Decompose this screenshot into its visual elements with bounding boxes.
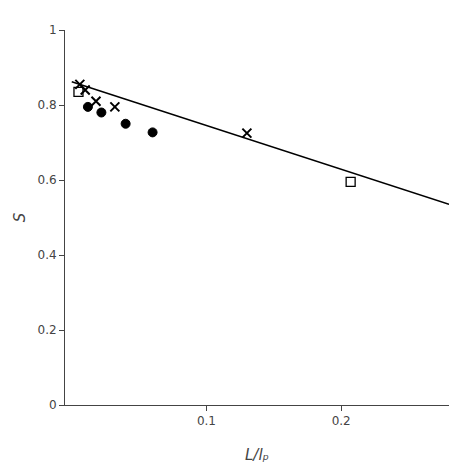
svg-text:0.4: 0.4: [38, 248, 57, 262]
svg-text:0.1: 0.1: [197, 414, 216, 428]
svg-text:0.8: 0.8: [38, 98, 57, 112]
svg-text:0.2: 0.2: [38, 323, 57, 337]
svg-text:S: S: [11, 212, 29, 222]
svg-text:1: 1: [49, 23, 57, 37]
svg-text:0: 0: [49, 398, 57, 412]
svg-text:L/lₚ: L/lₚ: [245, 446, 269, 464]
svg-text:0.6: 0.6: [38, 173, 57, 187]
svg-text:0.2: 0.2: [332, 414, 351, 428]
